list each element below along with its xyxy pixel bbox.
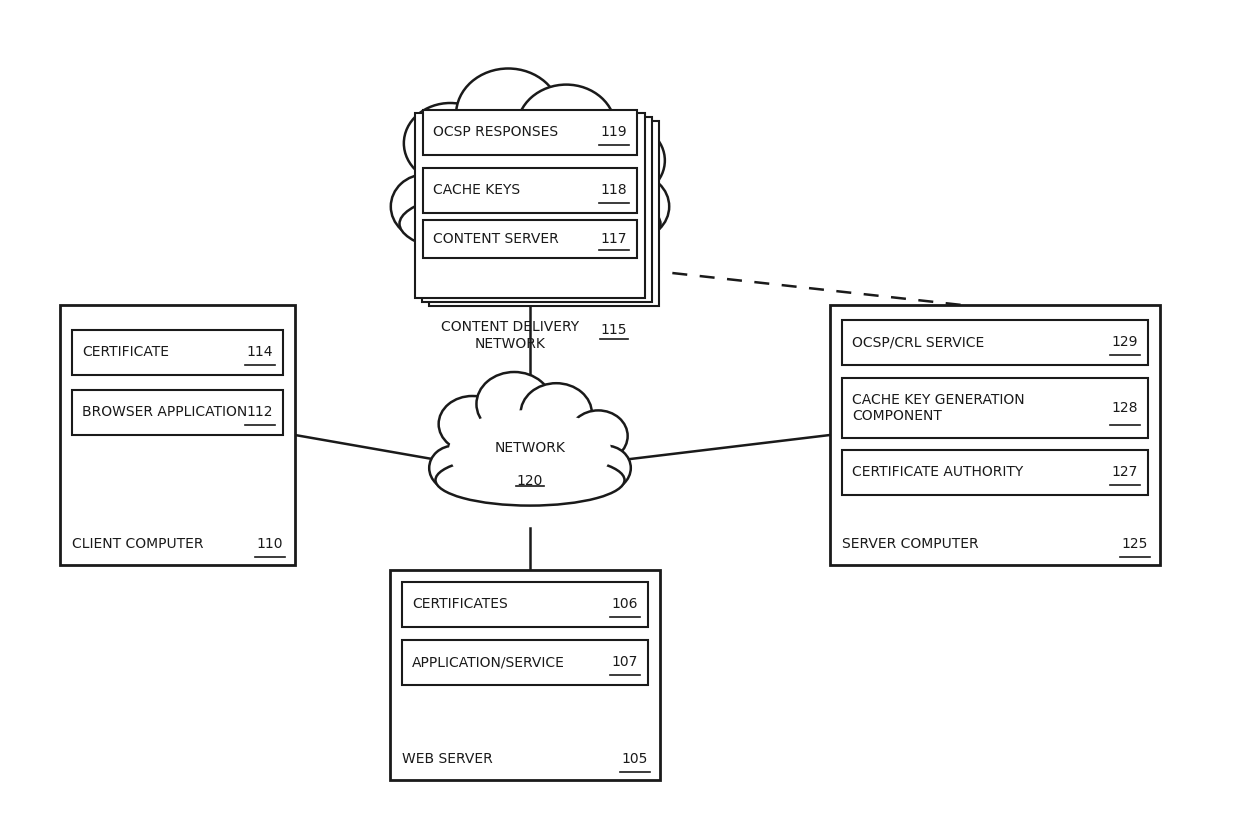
Text: NETWORK: NETWORK bbox=[495, 441, 565, 455]
FancyBboxPatch shape bbox=[72, 330, 283, 375]
Ellipse shape bbox=[403, 109, 657, 247]
FancyBboxPatch shape bbox=[842, 378, 1148, 438]
Ellipse shape bbox=[569, 410, 627, 461]
Text: 114: 114 bbox=[247, 345, 273, 359]
Ellipse shape bbox=[438, 400, 622, 496]
Text: APPLICATION/SERVICE: APPLICATION/SERVICE bbox=[412, 655, 565, 670]
Text: 107: 107 bbox=[611, 655, 639, 670]
FancyBboxPatch shape bbox=[422, 117, 652, 302]
Ellipse shape bbox=[429, 446, 480, 491]
Text: 110: 110 bbox=[257, 537, 283, 551]
Ellipse shape bbox=[439, 396, 506, 452]
Text: CONTENT SERVER: CONTENT SERVER bbox=[433, 232, 559, 246]
FancyBboxPatch shape bbox=[423, 110, 637, 155]
Text: 115: 115 bbox=[600, 323, 626, 337]
Ellipse shape bbox=[418, 123, 642, 244]
FancyBboxPatch shape bbox=[60, 305, 295, 565]
Text: CACHE KEYS: CACHE KEYS bbox=[433, 183, 520, 197]
Text: BROWSER APPLICATION: BROWSER APPLICATION bbox=[82, 405, 247, 420]
Text: 112: 112 bbox=[247, 405, 273, 420]
Text: 119: 119 bbox=[600, 125, 627, 140]
Text: OCSP RESPONSES: OCSP RESPONSES bbox=[433, 125, 558, 140]
Text: 117: 117 bbox=[600, 232, 627, 246]
Ellipse shape bbox=[391, 174, 460, 239]
Text: CERTIFICATES: CERTIFICATES bbox=[412, 598, 507, 611]
Ellipse shape bbox=[584, 124, 665, 197]
FancyBboxPatch shape bbox=[830, 305, 1159, 565]
Text: 105: 105 bbox=[621, 752, 649, 766]
Text: SERVER COMPUTER: SERVER COMPUTER bbox=[842, 537, 978, 551]
Text: 129: 129 bbox=[1111, 335, 1138, 349]
Ellipse shape bbox=[600, 174, 670, 239]
Text: WEB SERVER: WEB SERVER bbox=[402, 752, 492, 766]
Text: 106: 106 bbox=[611, 598, 639, 611]
Text: 120: 120 bbox=[517, 474, 543, 488]
Text: 128: 128 bbox=[1111, 401, 1138, 415]
FancyBboxPatch shape bbox=[842, 320, 1148, 365]
Ellipse shape bbox=[404, 103, 497, 183]
Ellipse shape bbox=[476, 372, 552, 436]
Text: CERTIFICATE: CERTIFICATE bbox=[82, 345, 169, 359]
Ellipse shape bbox=[456, 69, 560, 161]
Text: OCSP/CRL SERVICE: OCSP/CRL SERVICE bbox=[852, 335, 985, 349]
Text: CERTIFICATE AUTHORITY: CERTIFICATE AUTHORITY bbox=[852, 466, 1023, 480]
Text: 127: 127 bbox=[1111, 466, 1138, 480]
Text: 125: 125 bbox=[1122, 537, 1148, 551]
FancyBboxPatch shape bbox=[415, 113, 645, 298]
Ellipse shape bbox=[521, 383, 591, 444]
Text: CLIENT COMPUTER: CLIENT COMPUTER bbox=[72, 537, 203, 551]
Text: CACHE KEY GENERATION
COMPONENT: CACHE KEY GENERATION COMPONENT bbox=[852, 393, 1024, 423]
Text: 118: 118 bbox=[600, 183, 627, 197]
Text: CONTENT DELIVERY
NETWORK: CONTENT DELIVERY NETWORK bbox=[441, 320, 579, 351]
Ellipse shape bbox=[435, 455, 625, 506]
FancyBboxPatch shape bbox=[402, 582, 649, 627]
FancyBboxPatch shape bbox=[72, 390, 283, 435]
Ellipse shape bbox=[399, 187, 661, 261]
FancyBboxPatch shape bbox=[423, 220, 637, 258]
Ellipse shape bbox=[580, 446, 631, 491]
FancyBboxPatch shape bbox=[429, 121, 658, 306]
FancyBboxPatch shape bbox=[402, 640, 649, 685]
Ellipse shape bbox=[517, 84, 615, 172]
FancyBboxPatch shape bbox=[423, 168, 637, 213]
FancyBboxPatch shape bbox=[842, 450, 1148, 495]
FancyBboxPatch shape bbox=[391, 570, 660, 780]
Ellipse shape bbox=[449, 410, 611, 494]
